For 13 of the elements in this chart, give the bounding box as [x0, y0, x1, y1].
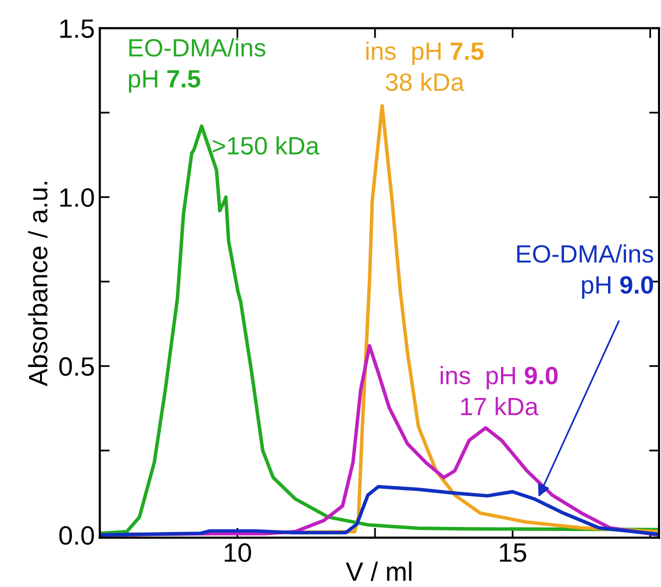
y-axis-title: Absorbance / a.u. — [28, 182, 48, 386]
text: ins pH 7.5 38 kDa — [366, 42, 484, 92]
annotation: >150 kDa — [212, 136, 320, 155]
y-tick-label: 0.0 — [59, 526, 94, 545]
x-tick-label: 15 — [500, 544, 526, 562]
annotation: EO-DMA/ins pH 9.0 — [517, 244, 654, 299]
annotation: EO-DMA/ins pH 7.5 — [128, 38, 266, 93]
y-tick-label: 0.5 — [59, 357, 94, 376]
text: ins pH 9.0 17 kDa — [440, 366, 558, 416]
y-tick-label: 1.0 — [60, 188, 94, 207]
x-tick-label: 10 — [224, 543, 252, 562]
y-tick-label: 1.5 — [60, 20, 94, 38]
x-axis-title: V / ml — [346, 562, 412, 581]
